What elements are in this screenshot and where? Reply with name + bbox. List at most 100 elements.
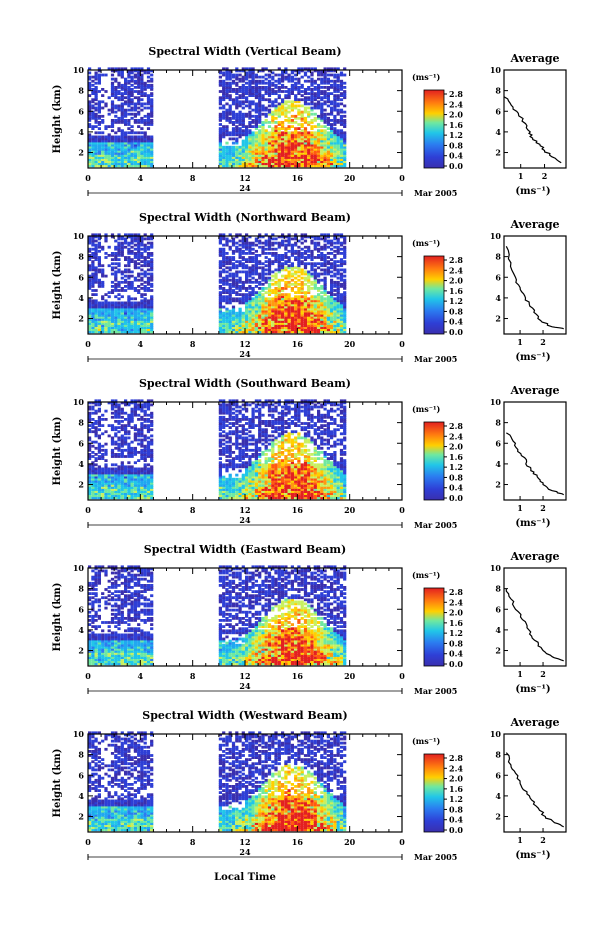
heatmap-cell (235, 125, 238, 128)
heatmap-cell (281, 90, 284, 93)
heatmap-cell (225, 82, 228, 85)
heatmap-cell (288, 256, 291, 259)
heatmap-cell (291, 297, 294, 300)
heatmap-cell (307, 262, 310, 265)
heatmap-cell (114, 410, 117, 413)
heatmap-cell (281, 279, 284, 282)
heatmap-cell (121, 420, 124, 423)
heatmap-cell (261, 105, 264, 108)
heatmap-cell (301, 242, 304, 245)
heatmap-cell (117, 82, 120, 85)
heatmap-cell (108, 435, 111, 438)
heatmap-cell (91, 125, 94, 128)
average-unit-label: (ms⁻¹) (515, 352, 550, 363)
heatmap-cell (320, 90, 323, 93)
colorbar (424, 256, 444, 334)
heatmap-cell (131, 271, 134, 274)
heatmap-cell (95, 107, 98, 110)
heatmap-cell (242, 262, 245, 265)
heatmap-cell (144, 410, 147, 413)
heatmap-cell (229, 131, 232, 134)
heatmap-cell (140, 269, 143, 272)
heatmap-cell (111, 258, 114, 261)
heatmap-cell (121, 242, 124, 245)
heatmap-cell (95, 453, 98, 456)
heatmap-cell (304, 246, 307, 249)
heatmap-cell (127, 136, 130, 139)
heatmap-cell (121, 271, 124, 274)
heatmap-cell (261, 287, 264, 290)
heatmap-cell (284, 240, 287, 243)
heatmap-cell (91, 289, 94, 292)
heatmap-cell (95, 299, 98, 302)
heatmap-cell (301, 84, 304, 87)
heatmap-cell (137, 131, 140, 134)
heatmap-cell (297, 98, 300, 101)
heatmap-cell (291, 273, 294, 276)
heatmap-cell (337, 84, 340, 87)
heatmap-cell (117, 281, 120, 284)
day-label: 24 (239, 349, 251, 359)
heatmap-cell (307, 297, 310, 300)
heatmap-cell (271, 238, 274, 241)
heatmap-cell (147, 136, 150, 139)
heatmap-cell (144, 463, 147, 466)
heatmap-cell (343, 82, 346, 85)
heatmap-cell (140, 136, 143, 139)
colorbar-tick-label: 2.0 (449, 276, 463, 286)
avg-y-tick-label: 8 (495, 252, 501, 262)
heatmap-cell (104, 275, 107, 278)
heatmap-cell (337, 119, 340, 122)
heatmap-cell (324, 269, 327, 272)
heatmap-cell (320, 86, 323, 89)
heatmap-cell (284, 86, 287, 89)
heatmap-cell (297, 287, 300, 290)
heatmap-cell (252, 297, 255, 300)
colorbar-tick-label: 0.0 (449, 161, 463, 171)
avg-y-tick-label: 8 (495, 86, 501, 96)
heatmap-cell (274, 238, 277, 241)
heatmap-cell (147, 468, 150, 471)
heatmap-cell (95, 131, 98, 134)
colorbar-tick-label: 2.8 (449, 255, 463, 265)
heatmap-cell (131, 136, 134, 139)
heatmap-cell (239, 94, 242, 97)
heatmap-cell (147, 299, 150, 302)
day-label: 24 (239, 183, 251, 193)
heatmap-cell (140, 277, 143, 280)
heatmap-cell (140, 299, 143, 302)
heatmap-cell (140, 287, 143, 290)
heatmap-cell (301, 295, 304, 298)
heatmap-cell (222, 295, 225, 298)
heatmap-cell (232, 146, 235, 149)
x-tick-label: 4 (138, 173, 144, 183)
heatmap-cell (239, 127, 242, 130)
heatmap-cell (127, 414, 130, 417)
heatmap-cell (340, 115, 343, 118)
heatmap-cell (144, 244, 147, 247)
heatmap-cell (268, 105, 271, 108)
heatmap-cell (150, 283, 153, 286)
heatmap-cell (121, 295, 124, 298)
heatmap-cell (144, 238, 147, 241)
heatmap-cell (304, 256, 307, 259)
heatmap-cell (268, 131, 271, 134)
heatmap-cell (229, 266, 232, 269)
avg-x-tick-label: 2 (540, 337, 546, 347)
beam-panel-2: Spectral Width (Southward Beam)246810Hei… (52, 377, 566, 530)
heatmap-cell (131, 275, 134, 278)
heatmap-cell (117, 258, 120, 261)
y-tick-label: 6 (78, 106, 84, 116)
heatmap-cell (101, 246, 104, 249)
heatmap-cell (242, 293, 245, 296)
heatmap-cell (324, 129, 327, 132)
heatmap-cell (134, 447, 137, 450)
colorbar-tick-label: 1.6 (449, 120, 463, 130)
heatmap-cell (114, 283, 117, 286)
average-profile-line (506, 246, 563, 328)
heatmap-cell (117, 289, 120, 292)
average-title: Average (509, 218, 559, 231)
heatmap-cell (274, 80, 277, 83)
heatmap-cell (144, 119, 147, 122)
heatmap-cell (297, 86, 300, 89)
